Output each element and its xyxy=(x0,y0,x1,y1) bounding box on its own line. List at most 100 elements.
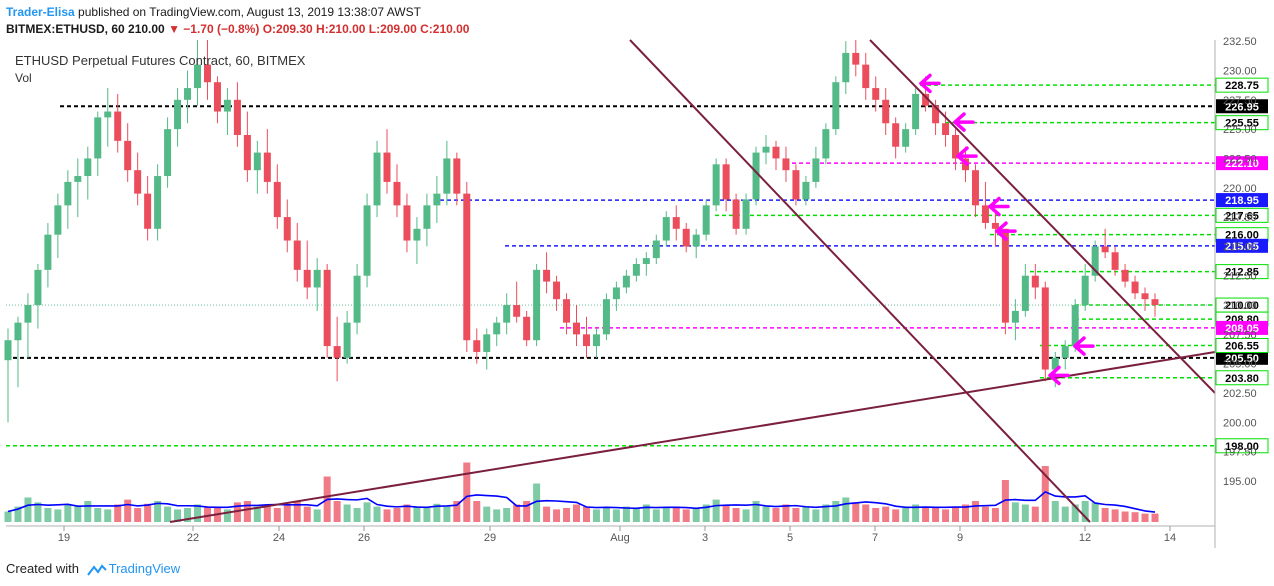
volume-bar xyxy=(712,499,720,522)
author-name[interactable]: Trader-Elisa xyxy=(6,5,75,19)
candle-body xyxy=(463,193,471,341)
candles xyxy=(4,40,1159,423)
volume-bar xyxy=(662,508,670,522)
level-tag-box xyxy=(1215,77,1269,93)
volume-bar xyxy=(283,503,291,522)
arrow-head-icon xyxy=(995,221,1008,241)
candle-body xyxy=(543,269,551,282)
volume-bar xyxy=(742,509,750,522)
volume-bar xyxy=(1071,504,1079,522)
y-tick-label: 222.50 xyxy=(1223,153,1257,165)
symbol-text: BITMEX:ETHUSD, 60 xyxy=(6,22,125,36)
arrow-head-icon xyxy=(1048,365,1061,386)
volume-bar xyxy=(592,509,600,522)
level-price-tag: 198.00 xyxy=(1215,438,1269,454)
level-tag-label: 205.50 xyxy=(1225,353,1259,365)
candle-body xyxy=(523,316,531,341)
level-price-tag: 222.10 xyxy=(1216,156,1268,171)
candle-body xyxy=(902,129,910,147)
candle-body xyxy=(872,88,880,100)
candle-body xyxy=(423,205,431,229)
volume-bar xyxy=(94,508,102,522)
volume-bar xyxy=(433,503,441,522)
arrow-head-icon xyxy=(956,146,969,166)
x-tick-label: 5 xyxy=(787,532,793,544)
candle-body xyxy=(144,193,152,229)
volume-bar xyxy=(672,506,680,522)
level-tag-label: 225.55 xyxy=(1225,118,1259,130)
candle-body xyxy=(513,305,521,317)
candle-body xyxy=(632,263,640,276)
down-trendline-inner xyxy=(869,39,1216,394)
tradingview-brand[interactable]: TradingView xyxy=(108,561,181,576)
down-trendline-outer xyxy=(629,39,1091,523)
candle-body xyxy=(1011,310,1019,323)
volume-bar xyxy=(4,511,12,522)
candle-body xyxy=(1071,305,1079,347)
level-tag-label: 226.95 xyxy=(1225,101,1259,113)
candle-body xyxy=(582,334,590,347)
volume-bar xyxy=(543,506,551,522)
level-tag-label: 218.95 xyxy=(1225,195,1259,207)
volume-bar xyxy=(1081,501,1089,522)
candle-body xyxy=(942,123,950,135)
volume-bar xyxy=(203,506,211,522)
volume-bar xyxy=(912,504,920,522)
volume-bar xyxy=(293,501,301,522)
level-price-tag: 215.05 xyxy=(1216,238,1268,253)
tradingview-logo-icon xyxy=(86,563,107,576)
candle-body xyxy=(1051,357,1059,370)
horizontal-levels xyxy=(6,84,1215,447)
candle-body xyxy=(174,99,182,130)
candle-body xyxy=(323,269,331,347)
candle-body xyxy=(1121,269,1129,282)
footer: Created with TradingView xyxy=(6,561,180,576)
candle-body xyxy=(104,111,112,118)
level-tag-box xyxy=(1216,99,1268,114)
volume-bar xyxy=(343,504,351,522)
candle-body xyxy=(533,269,541,341)
candle-body xyxy=(223,99,231,112)
volume-bar xyxy=(483,506,491,522)
volume-bar xyxy=(533,483,541,522)
level-tag-box xyxy=(1215,370,1269,386)
candle-body xyxy=(1151,299,1159,306)
last-price: 210.00 xyxy=(128,22,165,36)
candle-body xyxy=(612,287,620,300)
candle-body xyxy=(293,240,301,270)
candle-body xyxy=(64,181,72,206)
volume-bar xyxy=(892,509,900,522)
volume-bar xyxy=(104,509,112,522)
volume-bar xyxy=(1141,513,1149,522)
volume-bar xyxy=(84,501,92,522)
arrow-head-icon xyxy=(988,196,1001,217)
volume-bar xyxy=(1011,502,1019,522)
volume-bar xyxy=(832,501,840,522)
volume-bar xyxy=(852,502,860,522)
volume-bar xyxy=(453,501,461,522)
chart-title: ETHUSD Perpetual Futures Contract, 60, B… xyxy=(15,53,306,68)
volume-bar xyxy=(772,508,780,522)
candle-body xyxy=(862,64,870,89)
volume-bar xyxy=(273,508,281,522)
candle-body xyxy=(403,205,411,241)
volume-bar xyxy=(174,509,182,522)
candle-body xyxy=(483,334,491,352)
volume-bar xyxy=(1121,511,1129,522)
volume-label: Vol xyxy=(15,71,32,85)
level-tag-box xyxy=(1216,238,1268,253)
candle-body xyxy=(343,322,351,358)
price-change: ▼ −1.70 (−0.8%) xyxy=(168,22,260,36)
volume-bar xyxy=(223,509,231,522)
candle-body xyxy=(243,134,251,171)
volume-bar xyxy=(622,506,630,522)
candle-body xyxy=(263,152,271,182)
y-tick-label: 227.50 xyxy=(1223,95,1257,107)
candle-body xyxy=(812,158,820,182)
volume-bar xyxy=(582,506,590,522)
volume-bar xyxy=(612,509,620,522)
volume-bar xyxy=(44,508,52,522)
candle-body xyxy=(154,176,162,229)
level-price-tag: 210.00 xyxy=(1215,297,1269,313)
